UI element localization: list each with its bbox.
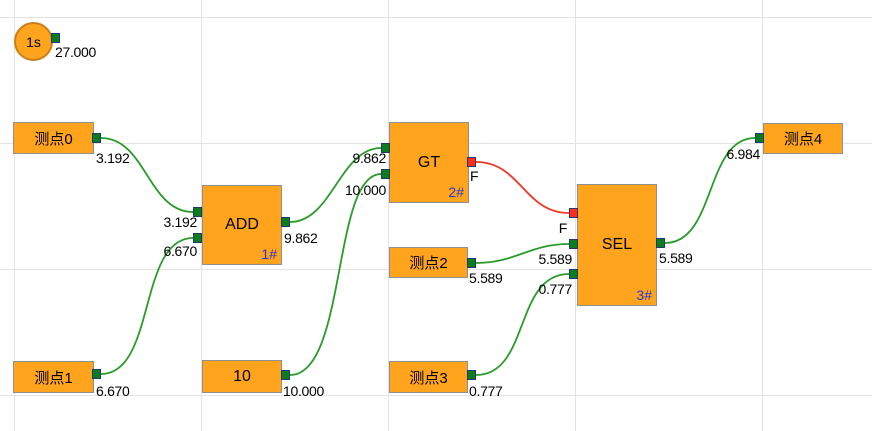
point4-input-value: 6.984 xyxy=(726,146,760,162)
sel-output-port[interactable] xyxy=(656,238,665,248)
block-point1[interactable]: 测点1 xyxy=(13,361,94,393)
clock-output-port[interactable] xyxy=(51,33,60,43)
add-output-port[interactable] xyxy=(281,217,290,227)
wire-gt-to-sel-in1-false[interactable] xyxy=(475,161,570,214)
point0-output-value: 3.192 xyxy=(96,150,130,166)
point3-output-value: 0.777 xyxy=(469,383,503,399)
point2-output-port[interactable] xyxy=(467,258,476,268)
block-const-10-title: 10 xyxy=(233,367,251,385)
add-input1-port[interactable] xyxy=(193,207,202,217)
block-point4[interactable]: 测点4 xyxy=(763,123,843,154)
clock-node[interactable]: 1s xyxy=(14,22,53,61)
block-add-ref: 1# xyxy=(261,246,277,262)
block-point2[interactable]: 测点2 xyxy=(389,247,468,278)
wire-point3-to-sel-in3[interactable] xyxy=(475,273,570,376)
block-sel-title: SEL xyxy=(601,236,633,253)
block-point0-title: 测点0 xyxy=(34,130,73,148)
sel-input2-port[interactable] xyxy=(569,239,578,249)
sel-input1-port[interactable] xyxy=(569,208,578,218)
block-point4-title: 测点4 xyxy=(783,131,823,148)
point3-output-port[interactable] xyxy=(467,370,476,380)
gt-input2-port[interactable] xyxy=(381,169,390,179)
point0-output-port[interactable] xyxy=(92,133,101,143)
block-add[interactable]: ADD 1# xyxy=(202,185,282,265)
block-add-title: ADD xyxy=(225,216,259,233)
block-sel-ref: 3# xyxy=(636,287,652,303)
point1-output-port[interactable] xyxy=(92,369,101,379)
gt-input1-port[interactable] xyxy=(381,143,390,153)
sel-input1-value: F xyxy=(558,220,568,236)
add-input1-value: 3.192 xyxy=(163,214,197,230)
gt-output-port[interactable] xyxy=(467,157,476,167)
block-gt-title: GT xyxy=(417,153,441,171)
wire-const10-to-gt-in2[interactable] xyxy=(289,173,382,376)
const-10-output-value: 10.000 xyxy=(283,383,325,399)
gt-input1-value: 9.862 xyxy=(352,150,386,166)
block-point3[interactable]: 测点3 xyxy=(389,361,468,393)
add-output-value: 9.862 xyxy=(284,230,318,246)
block-gt-ref: 2# xyxy=(448,184,464,200)
wire-add-to-gt-in1[interactable] xyxy=(289,147,382,223)
block-point1-title: 测点1 xyxy=(34,369,73,387)
block-point2-title: 测点2 xyxy=(409,255,448,272)
wire-point0-to-add-in1[interactable] xyxy=(100,137,194,213)
block-const-10[interactable]: 10 xyxy=(202,360,282,393)
sel-input3-port[interactable] xyxy=(569,269,578,279)
point1-output-value: 6.670 xyxy=(96,383,130,399)
sel-input3-value: 0.777 xyxy=(538,281,572,297)
wire-sel-to-point4[interactable] xyxy=(664,137,756,244)
block-sel[interactable]: SEL 3# xyxy=(577,184,657,306)
wire-point2-to-sel-in2[interactable] xyxy=(475,243,570,264)
sel-input2-value: 5.589 xyxy=(538,251,572,267)
point4-input-port[interactable] xyxy=(755,133,764,143)
block-point3-title: 测点3 xyxy=(409,369,448,387)
block-gt[interactable]: GT 2# xyxy=(389,122,469,203)
gt-input2-value: 10.000 xyxy=(344,182,386,198)
sel-output-value: 5.589 xyxy=(659,250,693,266)
const-10-output-port[interactable] xyxy=(281,370,290,380)
clock-value-label: 27.000 xyxy=(55,44,97,60)
point2-output-value: 5.589 xyxy=(469,270,503,286)
block-point0[interactable]: 测点0 xyxy=(13,122,94,154)
clock-label: 1s xyxy=(26,33,41,50)
wire-point1-to-add-in2[interactable] xyxy=(100,237,194,375)
add-input2-port[interactable] xyxy=(193,233,202,243)
add-input2-value: 6.670 xyxy=(163,243,197,259)
gt-output-value: F xyxy=(470,168,479,184)
